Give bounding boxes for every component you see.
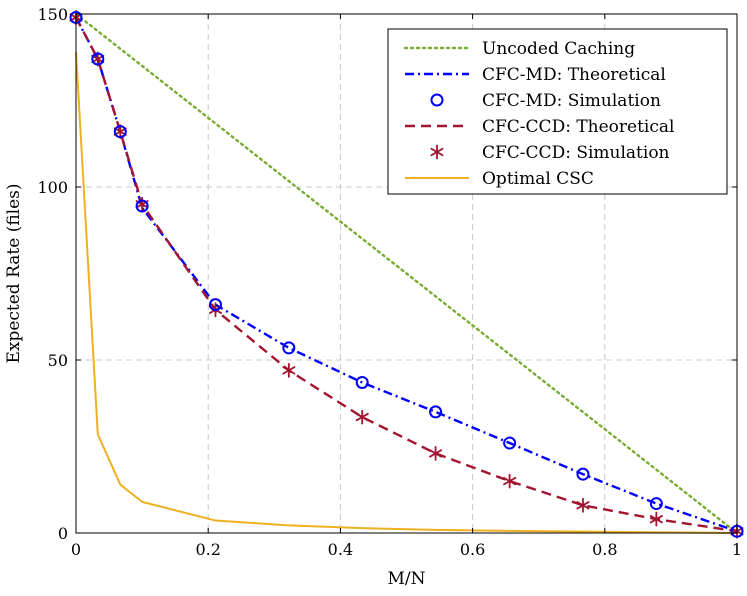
series-line-optimal-csc [75, 52, 738, 534]
y-tick-label: 150 [37, 5, 68, 24]
data-point-cfc-ccd-simulation [503, 473, 517, 489]
data-point-cfc-ccd-simulation [649, 511, 663, 527]
x-tick-label: 0.4 [328, 540, 353, 559]
data-point-cfc-md-simulation [503, 436, 517, 450]
legend: Uncoded Caching CFC-MD: Theoretical CFC-MD… [387, 28, 728, 195]
legend-label-cfc-md-theoretical: CFC-MD: Theoretical [482, 65, 666, 85]
series-line-cfc-ccd-theoretical [74, 16, 738, 533]
data-point-cfc-md-simulation [113, 125, 127, 139]
x-tick-label: 0 [71, 540, 81, 559]
legend-label-cfc-md-simulation: CFC-MD: Simulation [482, 91, 661, 111]
data-point-cfc-ccd-simulation [113, 124, 127, 140]
data-point-cfc-ccd-simulation [576, 497, 590, 513]
y-axis-label: Expected Rate (files) [4, 183, 24, 363]
data-point-cfc-md-simulation [91, 52, 105, 66]
legend-label-cfc-ccd-theoretical: CFC-CCD: Theoretical [482, 117, 674, 137]
series-line-cfc-md-theoretical [74, 16, 738, 533]
y-tick-label: 0 [58, 524, 68, 543]
data-point-cfc-md-simulation [282, 341, 296, 355]
data-point-cfc-ccd-simulation [355, 409, 369, 425]
data-point-cfc-md-simulation [576, 467, 590, 481]
x-tick-label: 1 [732, 540, 742, 559]
x-axis-label: M/N [387, 569, 425, 589]
data-point-cfc-md-simulation [135, 199, 149, 213]
legend-label-cfc-ccd-simulation: CFC-CCD: Simulation [482, 143, 670, 163]
data-point-cfc-ccd-simulation [91, 51, 105, 67]
legend-swatch-cfc-md-simulation [430, 93, 444, 107]
data-point-cfc-md-simulation [355, 375, 369, 389]
legend-swatch-cfc-ccd-simulation [430, 144, 444, 160]
data-point-cfc-md-simulation [649, 497, 663, 511]
plot-area [69, 10, 744, 539]
data-point-cfc-ccd-simulation [429, 446, 443, 461]
data-point-cfc-md-simulation [429, 405, 443, 419]
legend-label-uncoded-caching: Uncoded Caching [482, 39, 635, 59]
data-point-cfc-md-simulation [208, 298, 222, 312]
legend-label-optimal-csc: Optimal CSC [482, 169, 594, 189]
y-tick-label: 50 [48, 351, 68, 370]
x-tick-label: 0.2 [195, 540, 220, 559]
y-tick-label: 100 [37, 178, 68, 197]
x-tick-label: 0.6 [460, 540, 485, 559]
series-line-uncoded-caching [74, 12, 739, 535]
legend-box [387, 28, 728, 195]
axis-ticks: 0 0.2 0.4 0.6 0.8 1 0 50 100 150 [37, 5, 742, 559]
plot-frame [75, 13, 738, 534]
data-point-cfc-ccd-simulation [282, 362, 296, 378]
x-tick-label: 0.8 [592, 540, 617, 559]
